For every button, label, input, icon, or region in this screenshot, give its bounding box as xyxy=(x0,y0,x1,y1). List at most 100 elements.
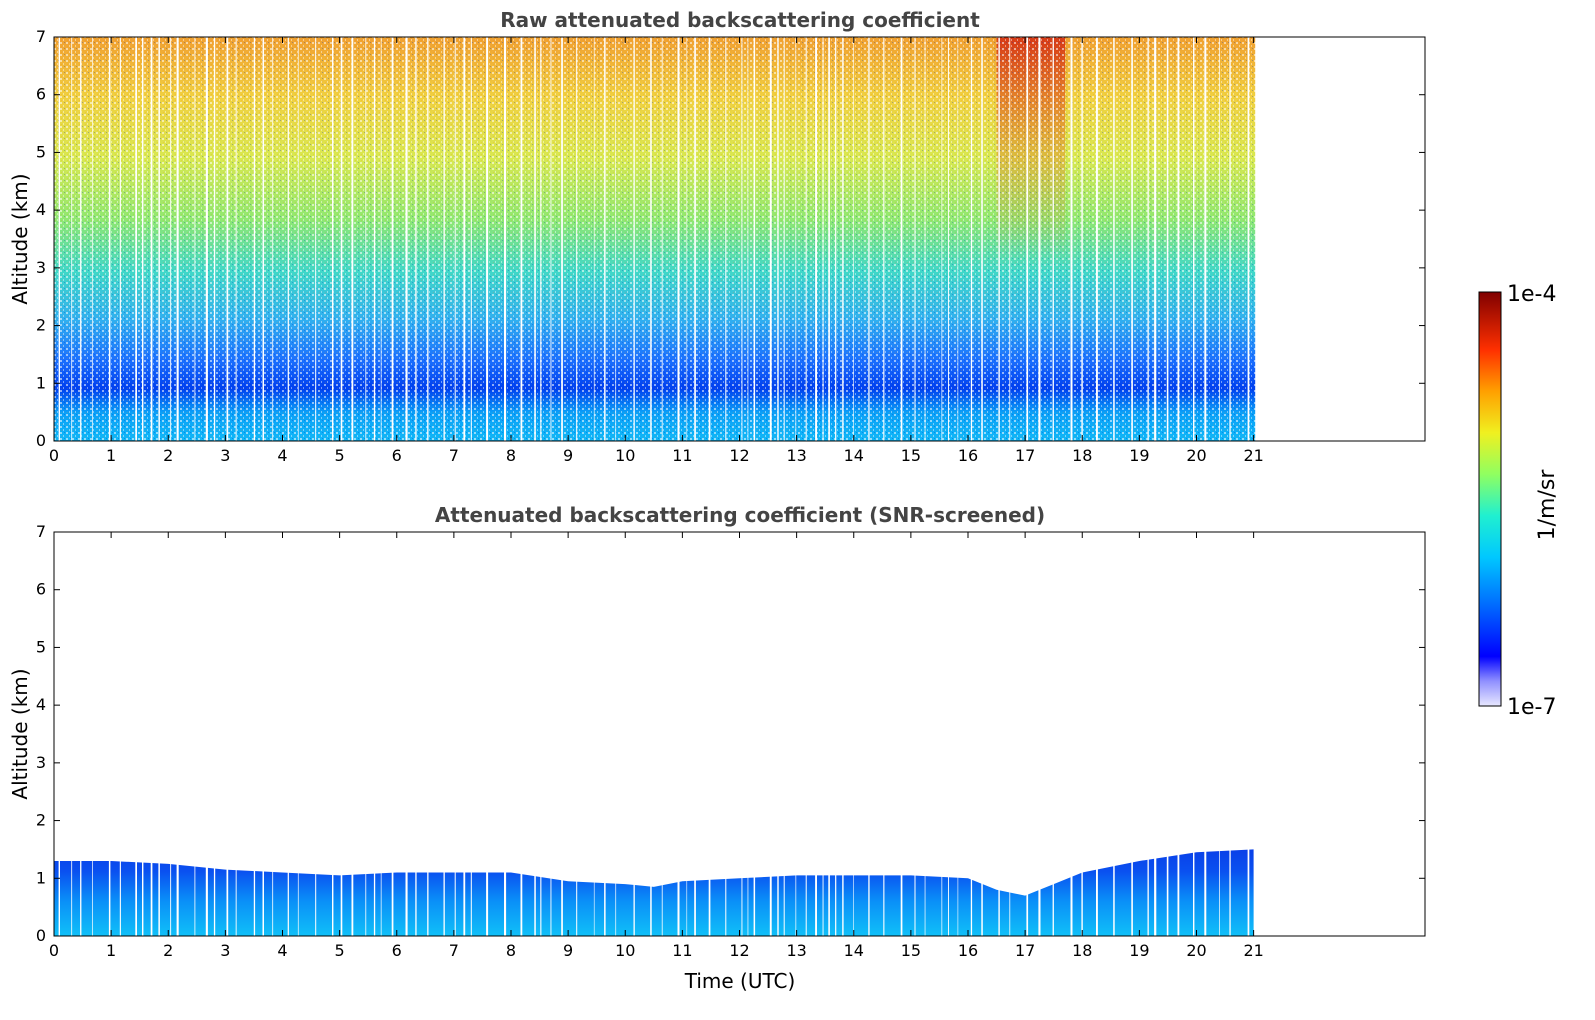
data-gap xyxy=(380,37,382,441)
data-gap xyxy=(957,37,959,441)
data-gap xyxy=(561,37,563,441)
data-gap xyxy=(686,532,688,936)
data-gap xyxy=(783,532,785,936)
data-gap xyxy=(150,532,153,936)
x-tick-label: 13 xyxy=(786,941,806,960)
x-tick-label: 4 xyxy=(277,941,287,960)
data-gap xyxy=(380,532,382,936)
data-gap xyxy=(272,532,274,936)
data-gap xyxy=(405,532,408,936)
y-tick-label: 2 xyxy=(36,316,46,335)
y-tick-label: 7 xyxy=(36,522,46,541)
data-gap xyxy=(914,532,916,936)
data-gap xyxy=(534,532,536,936)
data-gap xyxy=(550,37,552,441)
data-gap xyxy=(1081,37,1083,441)
data-gap xyxy=(576,37,578,441)
data-gaps xyxy=(58,37,1257,441)
data-gap xyxy=(119,37,121,441)
data-gap xyxy=(1070,37,1073,441)
data-gap xyxy=(340,37,343,441)
data-gap xyxy=(150,37,153,441)
data-gap xyxy=(1255,532,1257,936)
data-gap xyxy=(815,532,817,936)
y-tick-label: 5 xyxy=(36,637,46,656)
data-gap xyxy=(297,37,299,441)
data-gap xyxy=(1009,532,1011,936)
data-gap xyxy=(235,37,237,441)
data-gap xyxy=(868,532,870,936)
data-gap xyxy=(828,532,830,936)
data-gap xyxy=(1204,532,1207,936)
x-tick-label: 3 xyxy=(220,941,230,960)
data-gap xyxy=(998,532,1000,936)
data-gap xyxy=(753,532,756,936)
data-gap xyxy=(170,532,172,936)
x-tick-label: 20 xyxy=(1186,446,1206,465)
data-gap xyxy=(708,532,711,936)
data-gap xyxy=(205,37,208,441)
chart-title: Raw attenuated backscattering coefficien… xyxy=(500,8,980,32)
x-tick-label: 3 xyxy=(220,446,230,465)
data-gap xyxy=(550,532,552,936)
x-tick-label: 7 xyxy=(449,446,459,465)
data-gap xyxy=(795,37,797,441)
data-gap xyxy=(534,37,536,441)
data-gap xyxy=(941,532,943,936)
x-tick-label: 10 xyxy=(615,941,635,960)
data-gap xyxy=(262,532,264,936)
x-tick-label: 15 xyxy=(901,941,921,960)
colorbar: 1e-4 1e-7 1/m/sr xyxy=(1478,282,1560,720)
data-gap xyxy=(694,37,696,441)
data-gap xyxy=(924,532,926,936)
data-gap xyxy=(1026,37,1029,441)
data-gap xyxy=(486,37,489,441)
data-gap xyxy=(1096,37,1098,441)
data-gap xyxy=(71,532,73,936)
data-gap xyxy=(80,532,82,936)
data-gap xyxy=(226,532,229,936)
data-gap xyxy=(1038,532,1041,936)
data-gap xyxy=(315,532,317,936)
data-gap xyxy=(253,37,256,441)
x-tick-label: 19 xyxy=(1129,446,1149,465)
data-gap xyxy=(520,37,523,441)
x-tick-label: 6 xyxy=(392,446,402,465)
data-gap xyxy=(853,37,854,441)
x-axis-label: Time (UTC) xyxy=(684,969,796,993)
x-tick-label: 15 xyxy=(901,446,921,465)
data-gap xyxy=(454,37,456,441)
data-gap xyxy=(842,37,844,441)
data-gap xyxy=(332,532,334,936)
data-gap xyxy=(747,532,749,936)
x-tick-label: 18 xyxy=(1072,446,1092,465)
data-gap xyxy=(677,37,680,441)
data-gap xyxy=(900,532,903,936)
data-gap xyxy=(1081,532,1083,936)
x-tick-label: 0 xyxy=(49,446,59,465)
data-gap xyxy=(272,37,274,441)
y-tick-label: 1 xyxy=(36,868,46,887)
data-gap xyxy=(365,532,367,936)
data-gap xyxy=(332,37,334,441)
x-tick-label: 9 xyxy=(563,941,573,960)
data-gap xyxy=(822,37,824,441)
data-gap xyxy=(194,532,196,936)
data-gap xyxy=(822,532,824,936)
data-gap xyxy=(1219,37,1220,441)
data-gap xyxy=(868,37,870,441)
data-gap xyxy=(1131,532,1133,936)
data-gap xyxy=(108,532,111,936)
x-tick-label: 8 xyxy=(506,941,516,960)
x-tick-label: 13 xyxy=(786,446,806,465)
data-gap xyxy=(777,37,779,441)
noise-speckle xyxy=(54,37,1257,441)
data-gap xyxy=(1229,532,1231,936)
y-tick-label: 1 xyxy=(36,373,46,392)
data-gap xyxy=(604,37,606,441)
screened-backscatter-panel: Attenuated backscattering coefficient (S… xyxy=(8,503,1426,993)
data-gap xyxy=(633,532,635,936)
x-tick-label: 12 xyxy=(729,446,749,465)
data-gap xyxy=(1154,532,1157,936)
data-gap xyxy=(576,532,578,936)
